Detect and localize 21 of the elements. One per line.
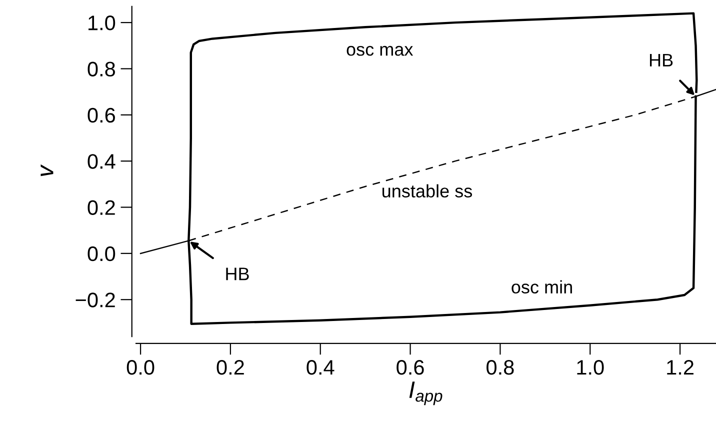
y-axis-title: v xyxy=(40,164,54,176)
annotation: HB xyxy=(226,268,249,280)
x-tick-label: 0.6 xyxy=(396,360,424,375)
x-tick-label: 0.2 xyxy=(216,360,244,375)
x-tick-label: 1.0 xyxy=(577,360,604,375)
annotation: HB xyxy=(650,54,673,66)
x-tick-label: 0.0 xyxy=(126,360,154,375)
y-tick-label: 0.8 xyxy=(88,62,115,76)
annotation: osc max xyxy=(346,46,414,56)
x-tick-label: 0.4 xyxy=(306,360,334,375)
y-tick-label: 0.2 xyxy=(88,200,115,216)
y-tick-label: 0.6 xyxy=(88,108,115,123)
y-tick-label: 1.0 xyxy=(88,16,116,30)
y-tick-label: −0.2 xyxy=(76,292,115,308)
x-tick-label: 0.8 xyxy=(486,360,514,375)
y-tick-label: 0.0 xyxy=(88,246,116,262)
series-label: unstable ss xyxy=(382,184,472,198)
x-axis-title: I$_{app}$ xyxy=(409,382,442,406)
y-tick-label: 0.4 xyxy=(88,154,116,169)
annotation: osc min xyxy=(512,280,572,294)
x-tick-label: 1.2 xyxy=(667,360,694,375)
